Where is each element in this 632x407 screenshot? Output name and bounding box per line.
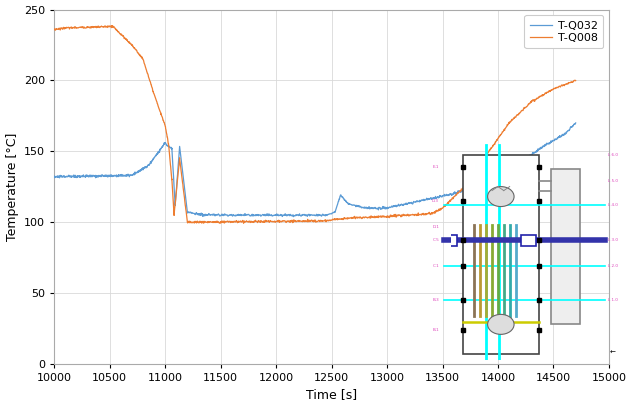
T-Q032 bbox=[82, 173, 90, 178]
T-Q032 bbox=[459, 189, 467, 194]
T-Q008 bbox=[278, 219, 286, 224]
T-Q032 bbox=[51, 174, 58, 179]
T-Q008 bbox=[198, 221, 205, 225]
T-Q032 bbox=[572, 120, 580, 125]
Legend: T-Q032, T-Q008: T-Q032, T-Q008 bbox=[525, 15, 604, 48]
T-Q008 bbox=[108, 23, 116, 28]
X-axis label: Time [s]: Time [s] bbox=[306, 388, 357, 401]
T-Q008 bbox=[79, 24, 87, 29]
T-Q032 bbox=[91, 173, 99, 178]
T-Q008 bbox=[572, 78, 580, 83]
Line: T-Q008: T-Q008 bbox=[54, 26, 576, 223]
Y-axis label: Temperature [°C]: Temperature [°C] bbox=[6, 133, 18, 241]
T-Q032 bbox=[289, 214, 297, 219]
T-Q008 bbox=[52, 27, 60, 32]
T-Q008 bbox=[442, 203, 450, 208]
T-Q032 bbox=[197, 212, 204, 217]
T-Q008 bbox=[216, 221, 223, 226]
T-Q032 bbox=[555, 134, 562, 139]
T-Q008 bbox=[181, 198, 188, 203]
T-Q032 bbox=[478, 180, 485, 185]
Line: T-Q032: T-Q032 bbox=[54, 123, 576, 217]
T-Q008 bbox=[51, 26, 58, 31]
